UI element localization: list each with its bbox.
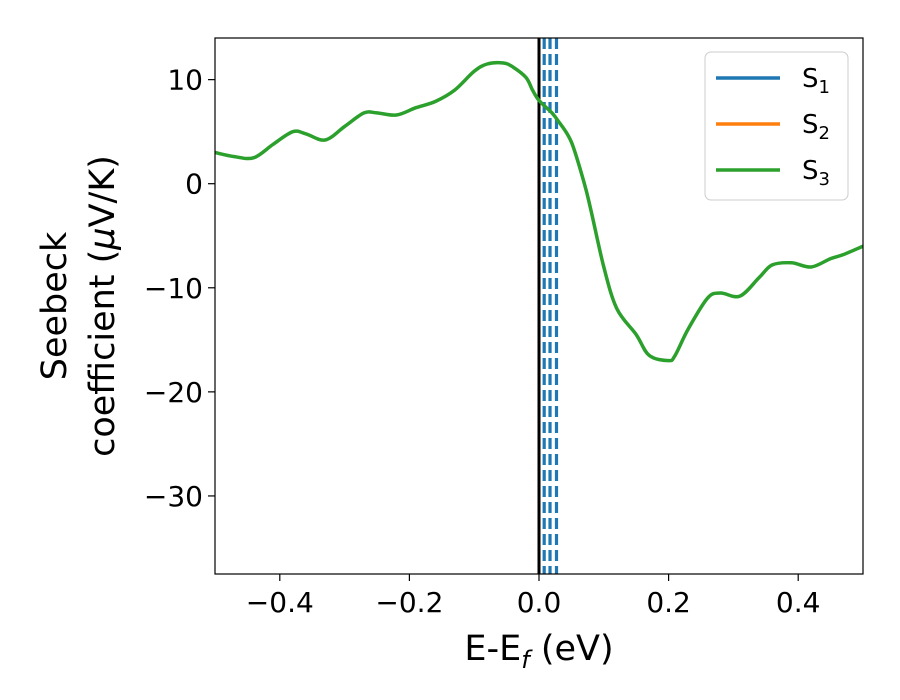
y-tick-label: 0 [185, 168, 203, 201]
x-tick-label: 0.2 [646, 586, 691, 619]
series-line-S3 [215, 60, 863, 363]
y-tick-label: −10 [144, 272, 203, 305]
legend: S1 S2 S3 [704, 51, 849, 201]
y-axis-ticks: 10 0 −10 −20 −30 [144, 64, 215, 513]
plot-area [215, 38, 863, 574]
legend-label-S1: S1 [802, 64, 830, 98]
legend-box [704, 51, 849, 201]
x-axis-label: E-Ef (eV) [464, 629, 613, 674]
y-tick-label: −30 [144, 480, 203, 513]
x-tick-label: −0.4 [246, 586, 314, 619]
y-axis-label-line1: Seebeck [35, 231, 75, 380]
y-tick-label: 10 [167, 64, 203, 97]
x-tick-label: 0.0 [517, 586, 562, 619]
legend-label-S2: S2 [802, 110, 830, 144]
y-axis-label-line2: coefficient (μV/K) [83, 155, 123, 457]
legend-label-S3: S3 [802, 156, 830, 190]
x-tick-label: 0.4 [776, 586, 821, 619]
y-tick-label: −20 [144, 376, 203, 409]
x-tick-label: −0.2 [375, 586, 443, 619]
x-axis-ticks: −0.4 −0.2 0.0 0.2 0.4 [246, 574, 821, 619]
